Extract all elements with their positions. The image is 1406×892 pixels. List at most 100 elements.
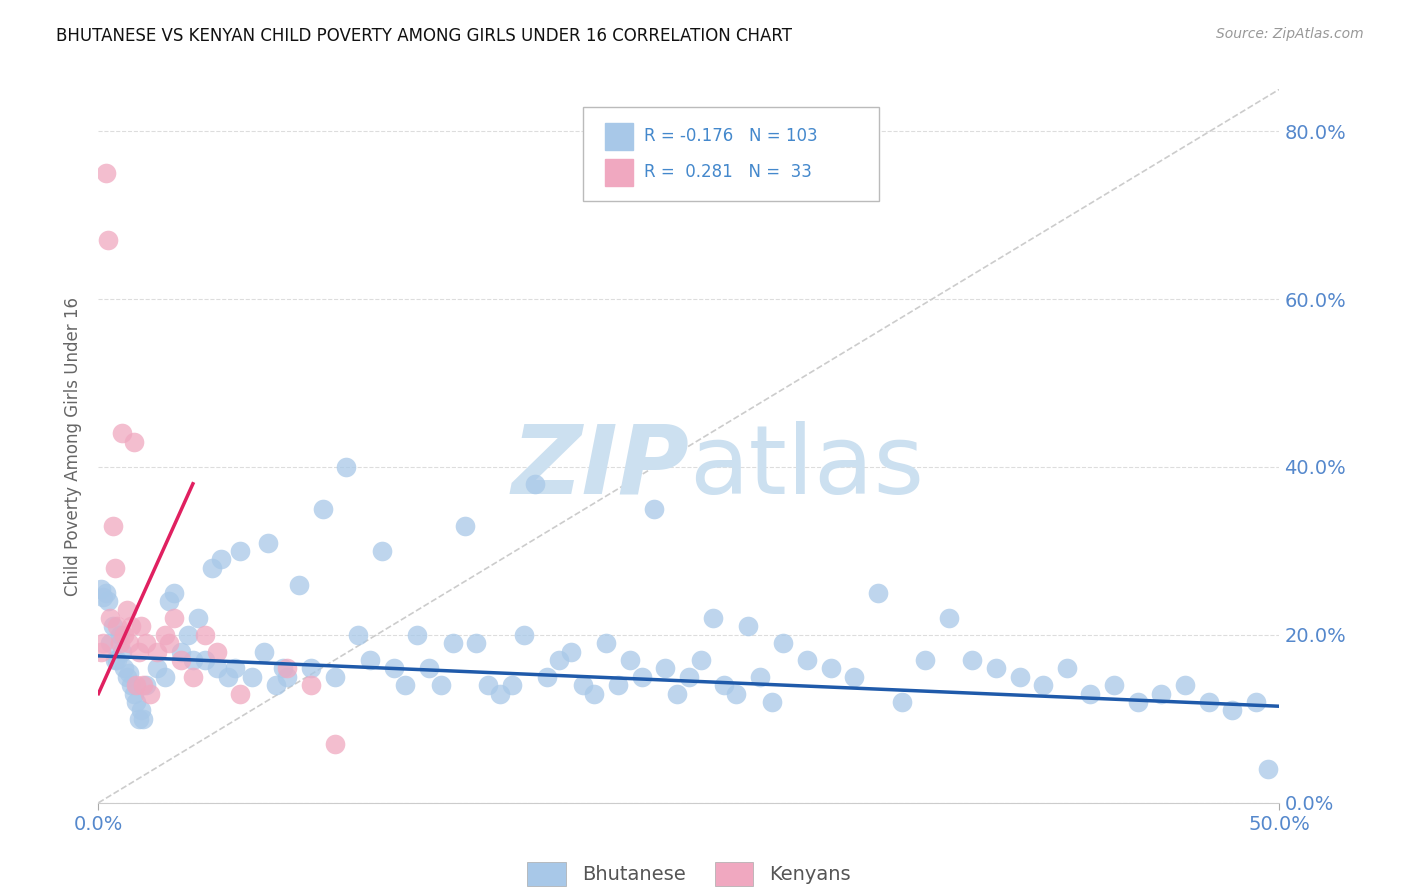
Point <box>323 737 346 751</box>
Point <box>619 653 641 667</box>
Text: Source: ZipAtlas.com: Source: ZipAtlas.com <box>1216 27 1364 41</box>
Point <box>194 653 217 667</box>
Point <box>111 645 134 659</box>
Point <box>257 535 280 549</box>
Point <box>312 502 335 516</box>
Point <box>111 426 134 441</box>
Point <box>91 590 114 604</box>
Text: BHUTANESE VS KENYAN CHILD POVERTY AMONG GIRLS UNDER 16 CORRELATION CHART: BHUTANESE VS KENYAN CHILD POVERTY AMONG … <box>56 27 792 45</box>
Point <box>105 653 128 667</box>
Point <box>271 661 294 675</box>
Point <box>264 678 287 692</box>
Point <box>890 695 912 709</box>
Point <box>276 661 298 675</box>
Point <box>725 687 748 701</box>
Point <box>1174 678 1197 692</box>
Point <box>1032 678 1054 692</box>
Point <box>536 670 558 684</box>
Point <box>122 434 145 449</box>
Point <box>1008 670 1031 684</box>
Point <box>157 594 180 608</box>
Point <box>453 518 475 533</box>
Point <box>146 645 169 659</box>
Point <box>97 594 120 608</box>
Point <box>91 636 114 650</box>
Point <box>153 628 176 642</box>
Point <box>1056 661 1078 675</box>
Point <box>595 636 617 650</box>
Point <box>548 653 571 667</box>
Point <box>772 636 794 650</box>
Point <box>607 678 630 692</box>
Point <box>643 502 665 516</box>
Point <box>90 645 112 659</box>
Point <box>654 661 676 675</box>
Point <box>299 661 322 675</box>
Point <box>170 653 193 667</box>
Point <box>201 560 224 574</box>
Point <box>477 678 499 692</box>
Point <box>101 518 124 533</box>
Point <box>430 678 453 692</box>
Point <box>441 636 464 650</box>
Point <box>217 670 239 684</box>
Point <box>571 678 593 692</box>
Point <box>209 552 232 566</box>
Point <box>583 687 606 701</box>
Point <box>288 577 311 591</box>
Point <box>132 678 155 692</box>
Point <box>187 611 209 625</box>
Point <box>94 586 117 600</box>
Point <box>90 582 112 596</box>
Point <box>844 670 866 684</box>
Legend: Bhutanese, Kenyans: Bhutanese, Kenyans <box>527 863 851 886</box>
Point <box>104 653 127 667</box>
Point <box>115 670 138 684</box>
Point <box>122 687 145 701</box>
Point <box>157 636 180 650</box>
Point <box>128 712 150 726</box>
Point <box>1102 678 1125 692</box>
Point <box>115 603 138 617</box>
Point <box>335 460 357 475</box>
Point <box>1126 695 1149 709</box>
Point <box>94 166 117 180</box>
Point <box>205 645 228 659</box>
Point <box>194 628 217 642</box>
Point <box>666 687 689 701</box>
Point <box>1150 687 1173 701</box>
Point <box>866 586 889 600</box>
Point <box>121 678 143 692</box>
Point <box>406 628 429 642</box>
Point <box>1257 762 1279 776</box>
Point <box>630 670 652 684</box>
Point <box>98 611 121 625</box>
Point <box>163 611 186 625</box>
Point <box>914 653 936 667</box>
Point <box>371 544 394 558</box>
Point <box>112 628 135 642</box>
Point <box>163 586 186 600</box>
Point <box>1244 695 1267 709</box>
Point <box>125 695 148 709</box>
Text: R = -0.176   N = 103: R = -0.176 N = 103 <box>644 128 817 145</box>
Point <box>359 653 381 667</box>
Point <box>181 653 204 667</box>
Point <box>108 628 131 642</box>
Point <box>748 670 770 684</box>
Point <box>129 703 152 717</box>
Point <box>98 636 121 650</box>
Point <box>135 678 157 692</box>
Point <box>139 687 162 701</box>
Point <box>229 687 252 701</box>
Point <box>938 611 960 625</box>
Text: atlas: atlas <box>689 421 924 514</box>
Point <box>737 619 759 633</box>
Point <box>121 619 143 633</box>
Text: ZIP: ZIP <box>510 421 689 514</box>
Point <box>97 233 120 247</box>
Point <box>299 678 322 692</box>
Point <box>347 628 370 642</box>
Point <box>276 670 298 684</box>
Point <box>101 619 124 633</box>
